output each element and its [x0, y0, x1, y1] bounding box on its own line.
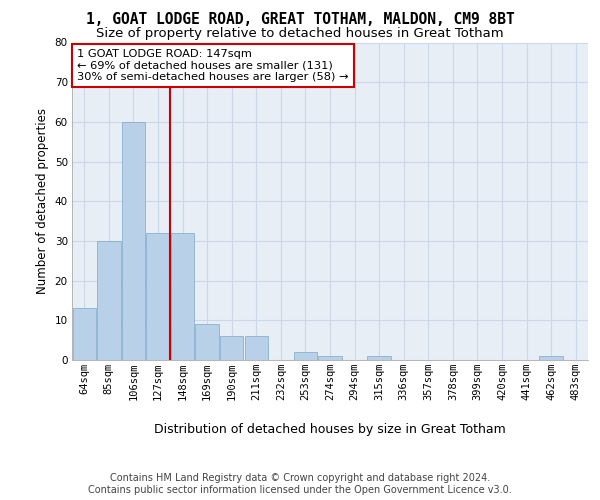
- Bar: [294, 352, 317, 360]
- Bar: [97, 241, 121, 360]
- Bar: [171, 233, 194, 360]
- Text: Size of property relative to detached houses in Great Totham: Size of property relative to detached ho…: [96, 28, 504, 40]
- Text: 1 GOAT LODGE ROAD: 147sqm
← 69% of detached houses are smaller (131)
30% of semi: 1 GOAT LODGE ROAD: 147sqm ← 69% of detac…: [77, 49, 349, 82]
- Text: Distribution of detached houses by size in Great Totham: Distribution of detached houses by size …: [154, 422, 506, 436]
- Bar: [73, 308, 96, 360]
- Bar: [122, 122, 145, 360]
- Text: Contains HM Land Registry data © Crown copyright and database right 2024.
Contai: Contains HM Land Registry data © Crown c…: [88, 474, 512, 495]
- Y-axis label: Number of detached properties: Number of detached properties: [36, 108, 49, 294]
- Bar: [319, 356, 341, 360]
- Text: 1, GOAT LODGE ROAD, GREAT TOTHAM, MALDON, CM9 8BT: 1, GOAT LODGE ROAD, GREAT TOTHAM, MALDON…: [86, 12, 514, 28]
- Bar: [367, 356, 391, 360]
- Bar: [196, 324, 219, 360]
- Bar: [539, 356, 563, 360]
- Bar: [220, 336, 244, 360]
- Bar: [146, 233, 170, 360]
- Bar: [245, 336, 268, 360]
